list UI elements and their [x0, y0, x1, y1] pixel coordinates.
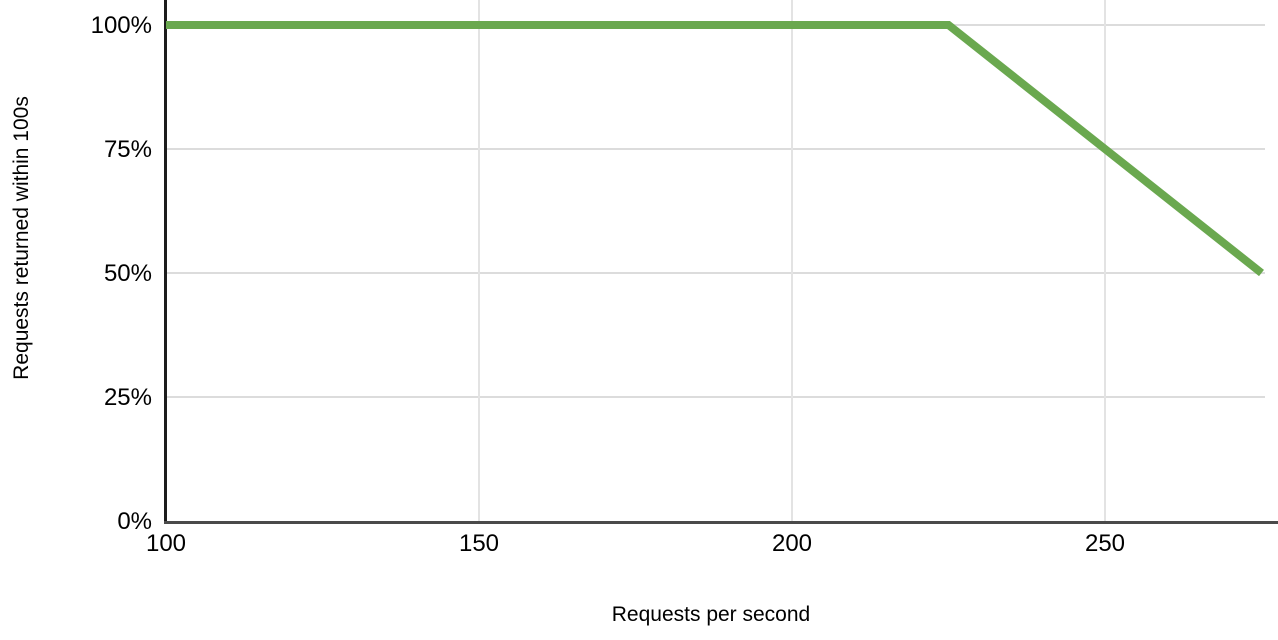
- data-series: [166, 21, 1264, 277]
- x-tick-label: 150: [459, 530, 499, 557]
- y-axis-tick-labels: 100% 75% 50% 25% 0%: [91, 12, 152, 535]
- horizontal-gridlines: [166, 24, 1265, 398]
- y-tick-label: 50%: [104, 260, 152, 287]
- x-axis-tick-labels: 100 150 200 250: [146, 530, 1125, 557]
- y-axis-title: Requests returned within 100s: [10, 96, 33, 380]
- y-tick-label: 25%: [104, 384, 152, 411]
- axes: [164, 0, 1278, 524]
- y-tick-label: 0%: [117, 508, 152, 535]
- y-tick-label: 75%: [104, 136, 152, 163]
- y-tick-label: 100%: [91, 12, 152, 39]
- x-tick-label: 250: [1085, 530, 1125, 557]
- x-tick-label: 100: [146, 530, 186, 557]
- series-line: [166, 21, 1264, 277]
- vertical-gridlines: [478, 0, 1106, 521]
- x-tick-label: 200: [772, 530, 812, 557]
- x-axis-title: Requests per second: [612, 603, 810, 626]
